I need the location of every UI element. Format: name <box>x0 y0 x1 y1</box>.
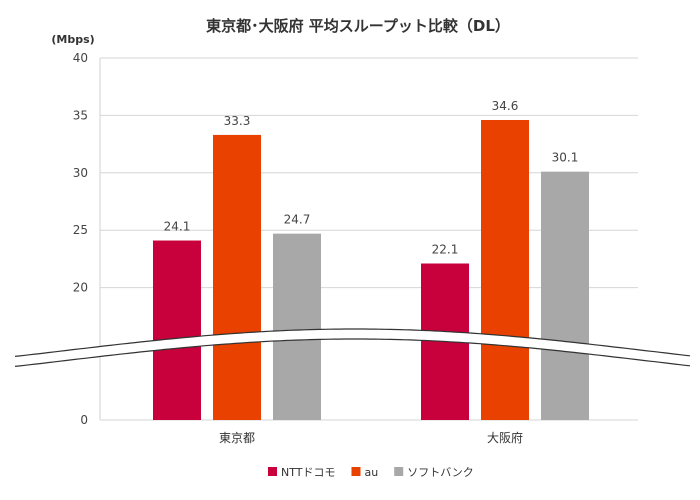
axis-break-band <box>15 329 690 367</box>
y-tick-label: 40 <box>73 51 88 65</box>
data-label: 24.7 <box>284 213 311 227</box>
y-tick-label: 35 <box>73 108 88 122</box>
category-labels: 東京都 大阪府 <box>219 430 523 445</box>
legend-swatch <box>268 467 277 476</box>
data-label: 22.1 <box>432 242 459 256</box>
legend-swatch <box>394 467 404 476</box>
legend-swatch <box>351 467 361 476</box>
category-label: 大阪府 <box>487 430 523 445</box>
y-unit-label: (Mbps) <box>51 33 94 46</box>
y-tick-label: 25 <box>73 223 88 237</box>
data-label: 24.1 <box>164 220 191 234</box>
legend: NTTドコモ au ソフトバンク <box>268 466 474 479</box>
axis-break <box>14 328 691 367</box>
data-label: 30.1 <box>552 151 579 165</box>
y-axis-ticks: 0 20 25 30 35 40 <box>73 51 88 427</box>
bar <box>273 233 321 420</box>
y-tick-label: 0 <box>80 413 88 427</box>
bar <box>541 171 589 420</box>
chart-title: 東京都･大阪府 平均スループット比較（DL） <box>206 17 510 35</box>
bars <box>153 119 589 420</box>
bar <box>481 119 529 420</box>
legend-label: NTTドコモ <box>281 466 335 479</box>
axis-break-line-top <box>14 328 691 357</box>
legend-label: au <box>364 466 378 479</box>
y-tick-label: 30 <box>73 166 88 180</box>
data-labels: 24.1 33.3 24.7 22.1 34.6 30.1 <box>164 99 579 257</box>
data-label: 33.3 <box>224 114 251 128</box>
y-tick-label: 20 <box>73 281 88 295</box>
category-label: 東京都 <box>219 431 255 445</box>
bar <box>213 134 261 420</box>
axis-break-line-bottom <box>14 338 691 367</box>
legend-label: ソフトバンク <box>407 466 474 479</box>
data-label: 34.6 <box>492 99 519 113</box>
bar <box>153 240 201 420</box>
